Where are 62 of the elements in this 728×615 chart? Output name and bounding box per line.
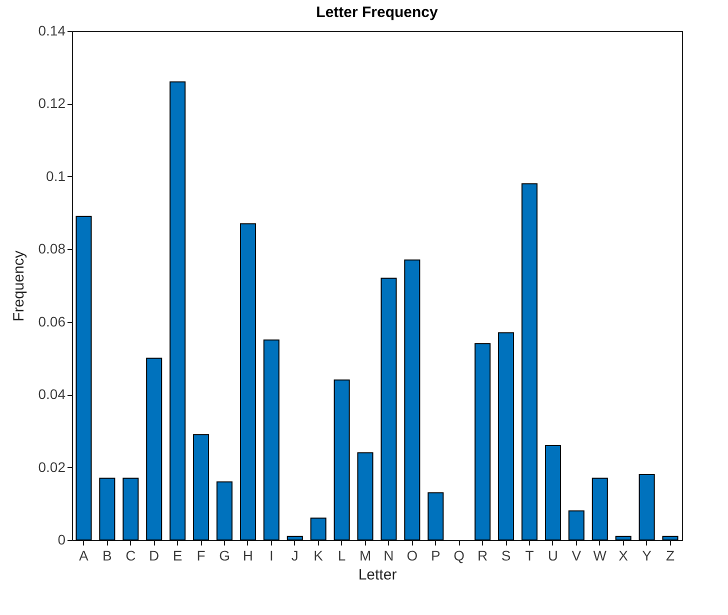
bar	[592, 478, 608, 540]
bar	[216, 481, 233, 540]
y-tick-label: 0.1	[46, 168, 66, 184]
x-axis-title: Letter	[358, 566, 397, 584]
x-tick-label: M	[359, 548, 372, 564]
bar	[357, 452, 374, 540]
x-tick-label: L	[338, 548, 346, 564]
x-tick-label: S	[501, 548, 511, 564]
x-tick-label: Q	[454, 548, 465, 564]
x-tick-label: K	[314, 548, 324, 564]
x-tick-label: N	[384, 548, 394, 564]
bar	[76, 216, 92, 540]
chart-title: Letter Frequency	[316, 4, 439, 21]
x-tick-label: A	[79, 548, 90, 564]
y-tick-label: 0.02	[38, 458, 66, 475]
x-tick-label: T	[525, 548, 534, 564]
bar	[146, 358, 162, 540]
y-tick-label: 0.06	[38, 313, 66, 330]
bar	[404, 260, 420, 540]
bar	[263, 340, 280, 540]
bar	[99, 478, 116, 540]
x-tick-label: I	[269, 548, 274, 564]
bar	[521, 183, 538, 540]
bar	[310, 518, 326, 540]
y-tick-label: 0.14	[38, 22, 66, 38]
x-tick-label: C	[126, 548, 136, 564]
bar	[334, 380, 350, 540]
x-tick-label: P	[430, 548, 440, 564]
x-tick-label: E	[172, 548, 182, 564]
x-tick-label: J	[291, 548, 298, 564]
bar	[615, 536, 632, 540]
x-tick-label: U	[548, 548, 558, 564]
bar	[544, 444, 561, 540]
x-tick-label: H	[242, 548, 254, 564]
y-tick-label: 0.08	[38, 240, 66, 257]
x-tick-label: X	[618, 548, 629, 564]
x-tick-label: F	[196, 548, 206, 564]
bar	[662, 536, 678, 540]
bar	[170, 81, 186, 540]
bar	[286, 536, 303, 540]
bar	[474, 343, 491, 540]
x-tick-label: G	[219, 548, 230, 564]
x-tick-label: Y	[642, 548, 652, 564]
y-axis-title: Frequency	[10, 250, 28, 322]
y-tick-label: 0	[58, 532, 66, 548]
bar	[240, 223, 256, 540]
bar	[638, 474, 655, 540]
y-tick-label: 0.04	[38, 386, 66, 402]
bar	[498, 332, 514, 540]
x-tick-label: Z	[666, 548, 675, 564]
x-tick-label: R	[478, 548, 488, 564]
bar	[428, 492, 444, 540]
bar	[122, 478, 139, 540]
bar	[380, 278, 397, 540]
x-tick-label: D	[149, 548, 160, 564]
bar	[568, 510, 584, 540]
bar	[193, 434, 210, 540]
x-tick-label: B	[102, 548, 112, 564]
x-tick-label: O	[406, 548, 418, 564]
x-tick-label: V	[572, 548, 582, 564]
x-tick-label: W	[593, 548, 608, 564]
y-tick-label: 0.12	[38, 95, 66, 112]
